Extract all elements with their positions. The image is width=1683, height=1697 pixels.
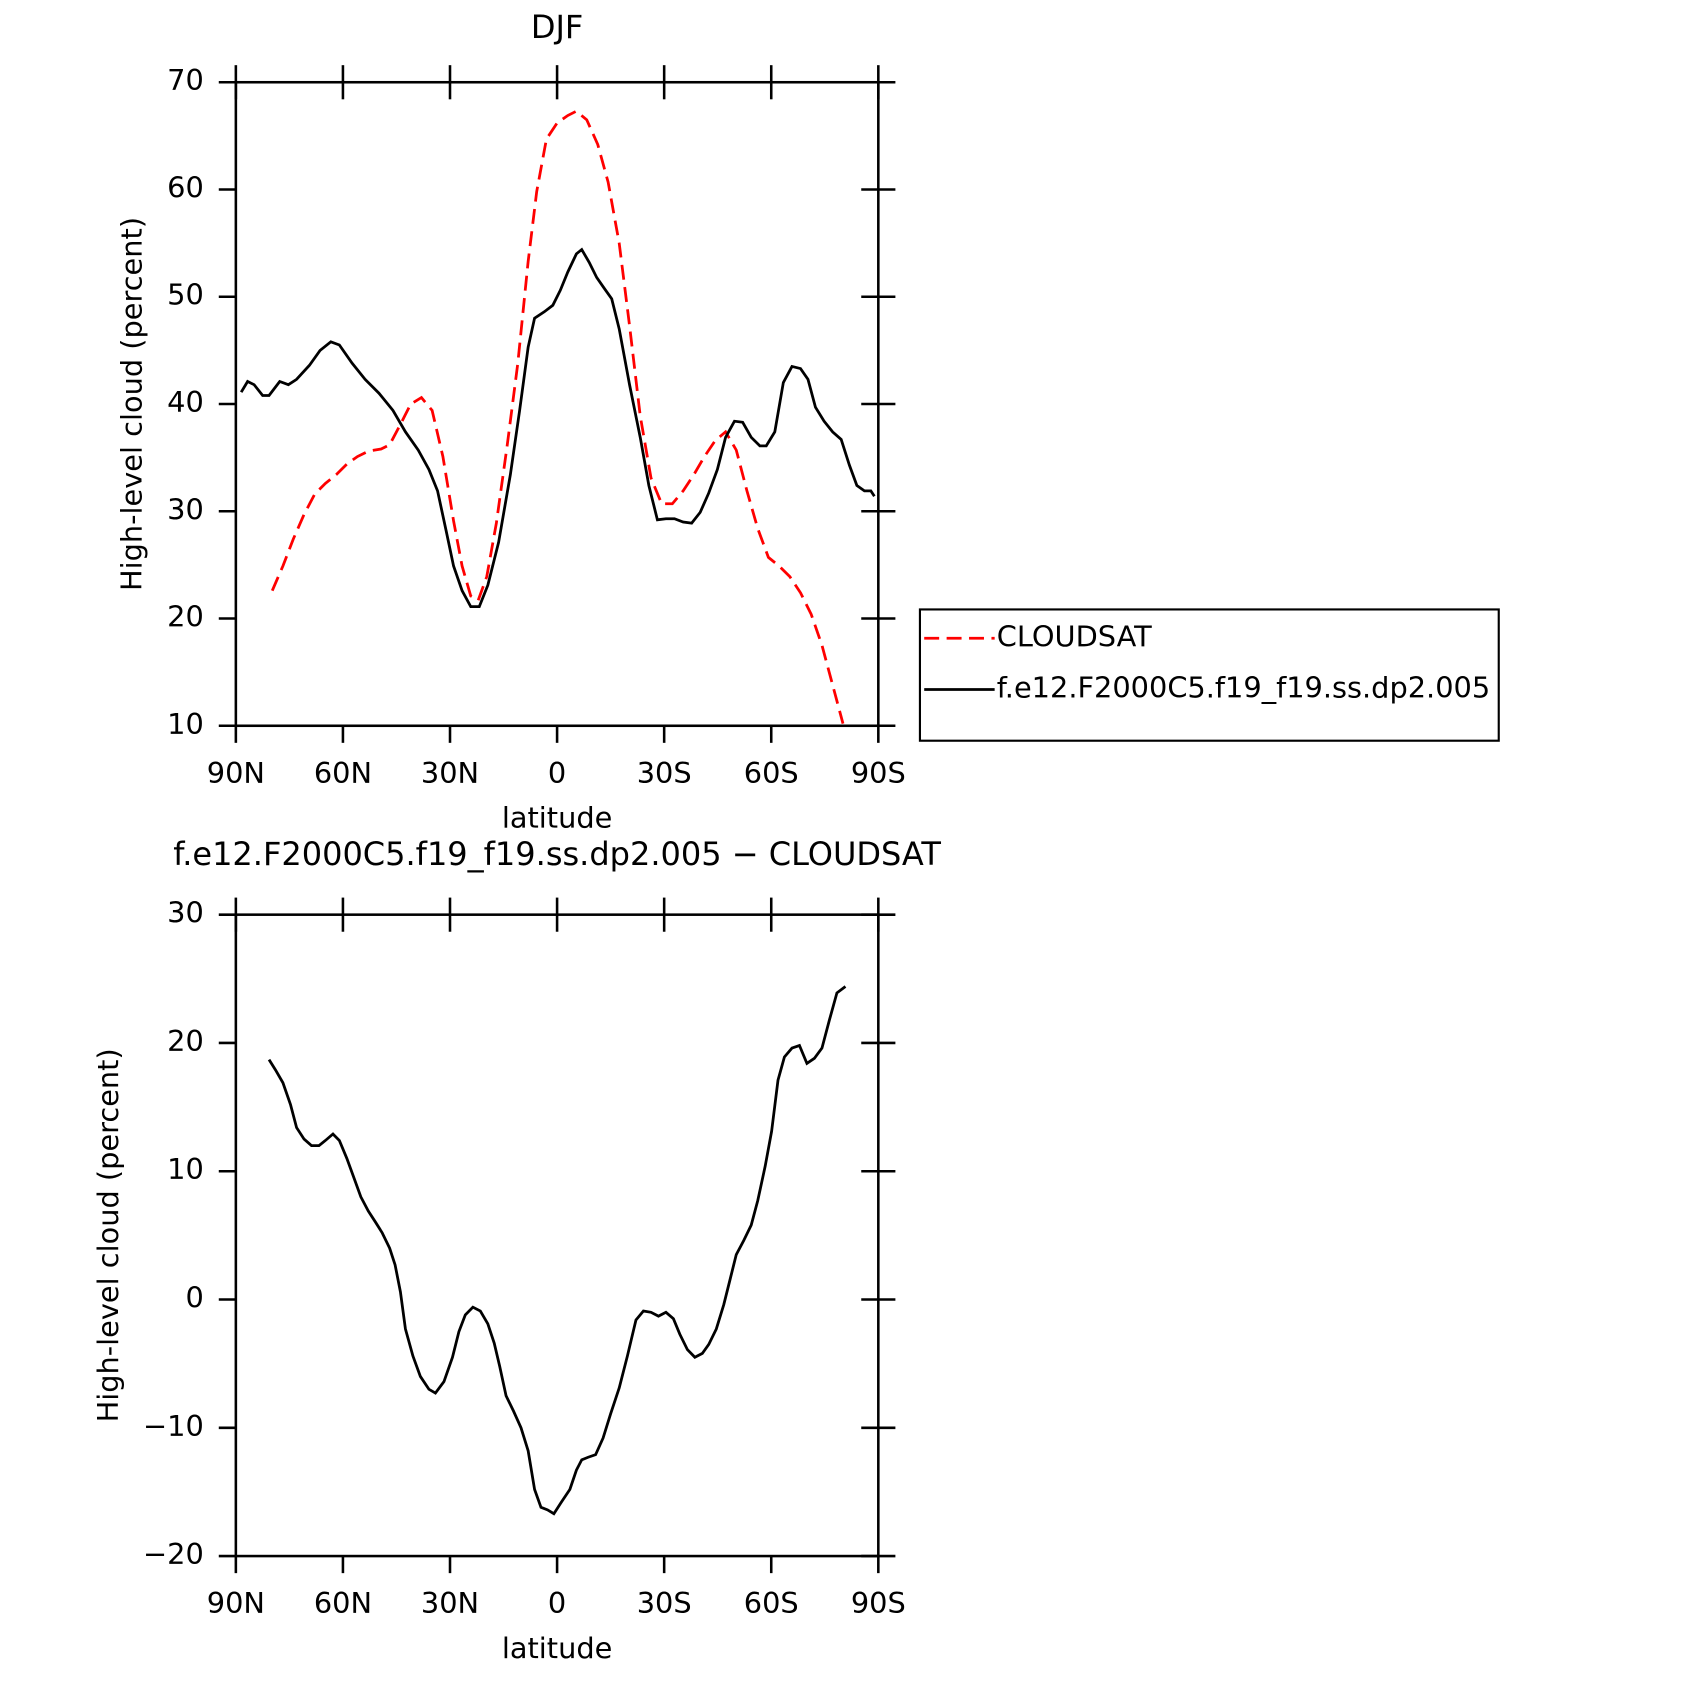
x-tick-label: 0 <box>548 1586 566 1620</box>
y-tick-label: 10 <box>167 1152 204 1186</box>
x-tick-label: 60S <box>744 1586 799 1620</box>
y-tick-label: 10 <box>167 707 204 741</box>
plot-frame <box>234 80 880 728</box>
x-tick-label: 30S <box>637 756 692 790</box>
plot-frame <box>234 913 880 1558</box>
data-line <box>240 247 876 609</box>
y-tick-label: 0 <box>186 1281 204 1315</box>
y-tick-label: 60 <box>167 170 204 204</box>
y-tick-label: −20 <box>143 1537 204 1571</box>
legend-box <box>918 608 1500 742</box>
x-tick-label: 90N <box>207 756 265 790</box>
y-tick-label: 70 <box>167 63 204 97</box>
x-axis-label: latitude <box>502 801 612 835</box>
x-tick-label: 60N <box>314 1586 372 1620</box>
x-tick-label: 30N <box>421 1586 479 1620</box>
y-tick-label: 30 <box>167 896 204 930</box>
x-tick-label: 30N <box>421 756 479 790</box>
y-axis-label: High-level cloud (percent) <box>114 217 148 591</box>
y-tick-label: 20 <box>167 1024 204 1058</box>
legend-label: CLOUDSAT <box>997 619 1152 653</box>
x-tick-label: 60S <box>744 756 799 790</box>
y-tick-label: 30 <box>167 492 204 526</box>
x-axis-label: latitude <box>502 1631 612 1665</box>
x-tick-label: 90S <box>851 1586 906 1620</box>
chart-title: DJF <box>531 8 583 46</box>
chart-title: f.e12.F2000C5.f19_f19.ss.dp2.005 − CLOUD… <box>173 835 941 873</box>
y-tick-label: −10 <box>143 1409 204 1443</box>
y-tick-label: 20 <box>167 600 204 634</box>
x-tick-label: 30S <box>637 1586 692 1620</box>
x-tick-label: 90S <box>851 756 906 790</box>
x-tick-label: 90N <box>207 1586 265 1620</box>
y-axis-label: High-level cloud (percent) <box>91 1048 125 1422</box>
x-tick-label: 0 <box>548 756 566 790</box>
y-tick-label: 40 <box>167 385 204 419</box>
x-tick-label: 60N <box>314 756 372 790</box>
y-tick-label: 50 <box>167 278 204 312</box>
data-line <box>270 109 845 724</box>
legend-label: f.e12.F2000C5.f19_f19.ss.dp2.005 <box>997 670 1490 704</box>
data-line <box>267 985 847 1516</box>
